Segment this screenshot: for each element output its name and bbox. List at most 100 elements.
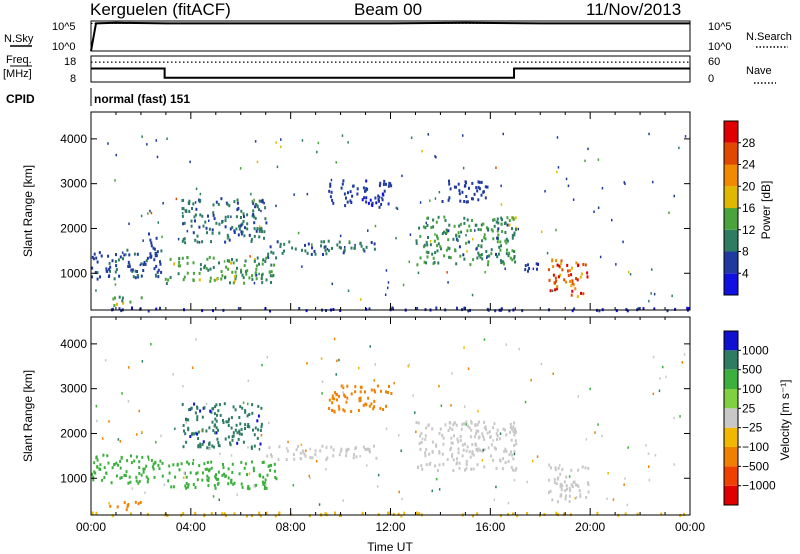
echo-cell [415, 239, 418, 243]
echo-cell [244, 410, 247, 414]
echo-cell [272, 251, 275, 255]
echo-cell [155, 251, 158, 255]
echo-cell [261, 461, 264, 464]
echo-cell [648, 132, 650, 136]
echo-cell [311, 246, 313, 250]
echo-cell [354, 243, 356, 247]
echo-cell [329, 195, 332, 199]
echo-cell [516, 514, 519, 518]
echo-cell [265, 278, 268, 282]
echo-cell [431, 427, 434, 431]
echo-cell [252, 199, 255, 202]
echo-cell [512, 216, 515, 220]
echo-cell [301, 449, 304, 453]
echo-cell [96, 271, 99, 275]
echo-cell [325, 252, 328, 256]
echo-cell [108, 274, 111, 278]
echo-cell [462, 448, 465, 452]
echo-cell [419, 447, 422, 451]
echo-cell [415, 421, 418, 424]
date-title: 11/Nov/2013 [586, 0, 681, 19]
echo-cell [548, 490, 550, 494]
echo-cell [184, 432, 187, 436]
echo-cell [216, 277, 218, 281]
echo-cell [505, 237, 508, 241]
echo-cell [236, 198, 239, 202]
echo-cell [226, 259, 229, 263]
echo-cell [265, 221, 268, 225]
echo-cell [325, 468, 327, 471]
echo-cell [207, 476, 210, 480]
echo-cell [224, 514, 227, 518]
echo-cell [360, 244, 363, 248]
echo-cell [388, 384, 390, 388]
echo-cell [342, 251, 345, 255]
echo-cell [101, 478, 104, 482]
echo-cell [458, 189, 461, 192]
echo-cell [568, 475, 571, 478]
echo-cell [373, 379, 375, 382]
echo-cell [92, 478, 95, 482]
echo-cell [490, 454, 492, 458]
echo-cell [199, 213, 202, 217]
echo-cell [255, 203, 257, 206]
echo-cell [255, 483, 258, 487]
echo-cell [175, 197, 178, 201]
echo-cell [161, 474, 164, 478]
echo-cell [167, 479, 170, 483]
echo-cell [471, 197, 473, 201]
echo-cell [301, 139, 304, 142]
echo-cell [553, 477, 556, 481]
echo-cell [128, 222, 130, 225]
echo-cell [361, 511, 364, 515]
echo-cell [253, 433, 256, 437]
echo-cell [285, 458, 288, 461]
echo-cell [653, 307, 656, 311]
echo-cell [469, 435, 472, 439]
echo-cell [508, 453, 511, 457]
echo-cell [434, 155, 436, 158]
echo-cell [418, 442, 421, 445]
echo-cell [365, 200, 368, 204]
echo-cell [421, 149, 423, 153]
echo-cell [198, 225, 201, 229]
echo-cell [235, 227, 238, 231]
echo-cell [402, 283, 405, 287]
echo-cell [377, 485, 379, 488]
echo-cell [210, 512, 213, 515]
echo-cell [417, 421, 420, 425]
echo-cell [217, 409, 220, 413]
echo-cell [232, 281, 235, 285]
echo-cell [387, 202, 390, 206]
echo-cell [91, 255, 94, 259]
power-colorbar-swatch [724, 121, 738, 143]
echo-cell [244, 226, 246, 230]
echo-cell [135, 479, 138, 483]
echo-cell [673, 416, 675, 420]
echo-cell [232, 434, 235, 438]
echo-cell [231, 225, 234, 229]
echo-cell [490, 443, 493, 447]
echo-cell [305, 309, 308, 313]
echo-cell [205, 429, 208, 433]
echo-cell [103, 476, 106, 479]
echo-cell [251, 277, 254, 281]
echo-cell [350, 246, 353, 250]
echo-cell [476, 423, 479, 427]
echo-cell [140, 262, 143, 266]
echo-cell [342, 386, 345, 390]
echo-cell [278, 512, 280, 516]
echo-cell [297, 231, 300, 235]
echo-cell [459, 435, 462, 438]
echo-cell [159, 306, 161, 310]
echo-cell [426, 224, 429, 227]
echo-cell [199, 409, 202, 413]
echo-cell [185, 486, 188, 490]
echo-cell [398, 490, 400, 494]
echo-cell [433, 260, 436, 264]
echo-cell [339, 234, 342, 238]
echo-cell [379, 406, 382, 410]
echo-cell [552, 265, 555, 269]
echo-cell [230, 481, 233, 485]
echo-cell [184, 241, 187, 245]
